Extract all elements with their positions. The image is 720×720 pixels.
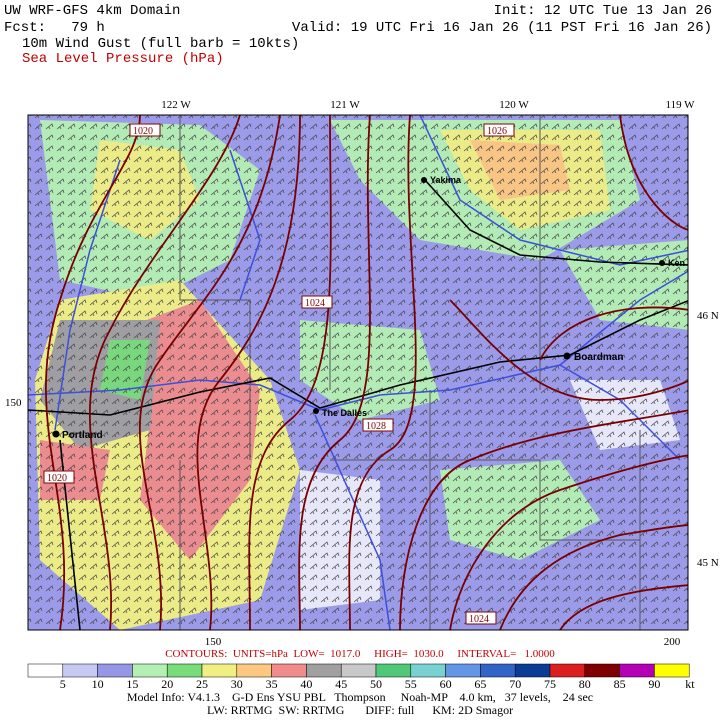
lon-label: 121 W — [330, 99, 360, 111]
contour-label: 1024 — [469, 614, 489, 625]
colorbar-label: 45 — [335, 677, 347, 691]
wind-barbs — [28, 115, 688, 630]
map-labels: 122 W 121 W 120 W 119 W 46 N 45 N 150 15… — [5, 99, 719, 648]
county-lines — [179, 115, 641, 630]
grid-label: 150 — [205, 636, 222, 648]
forecast-hour: Fcst: 79 h — [4, 20, 105, 36]
map: Yakima Ken Boardman The Dalles Portland … — [28, 115, 688, 630]
contour-label: 1024 — [305, 298, 325, 309]
colorbar-label: 60 — [440, 677, 452, 691]
contour-label: 1020 — [133, 126, 153, 137]
colorbar-box — [132, 663, 168, 678]
colorbar-box — [340, 663, 377, 678]
init-time: Init: 12 UTC Tue 13 Jan 26 — [494, 3, 712, 19]
colorbar-label: 15 — [126, 677, 138, 691]
grid-label: 150 — [5, 397, 22, 409]
colorbar-box — [584, 663, 620, 678]
city-label: Ken — [668, 258, 685, 268]
field-wind: 10m Wind Gust (full barb = 10kts) — [22, 36, 299, 52]
lon-label: 122 W — [161, 99, 191, 111]
colorbar: 5 10 15 20 25 30 35 40 45 50 55 60 65 70 75 80 85 90 kt — [27, 663, 695, 691]
contour-info: CONTOURS: UNITS=hPa LOW= 1017.0 HIGH= 10… — [165, 648, 555, 660]
lat-label: 45 N — [697, 557, 719, 569]
colorbar-box — [271, 663, 307, 678]
colorbar-label: 70 — [509, 677, 521, 691]
colorbar-label: 50 — [370, 677, 382, 691]
colorbar-box — [480, 663, 516, 678]
colorbar-box — [514, 663, 551, 678]
colorbar-label: 55 — [405, 677, 417, 691]
field-slp: Sea Level Pressure (hPa) — [22, 51, 224, 67]
colorbar-box — [654, 663, 690, 678]
colorbar-label: 30 — [231, 677, 243, 691]
city-label: Boardman — [574, 352, 623, 363]
grid-label: 200 — [664, 636, 681, 648]
colorbar-unit: kt — [685, 677, 695, 691]
colorbar-label: 20 — [161, 677, 173, 691]
colorbar-box — [201, 663, 238, 678]
colorbar-box — [375, 663, 412, 678]
lat-label: 46 N — [697, 310, 719, 322]
colorbar-box — [97, 663, 133, 678]
colorbar-box — [549, 663, 586, 678]
contour-label: 1028 — [366, 421, 386, 432]
city-label: Portland — [62, 430, 103, 441]
valid-time: Valid: 19 UTC Fri 16 Jan 26 (11 PST Fri … — [292, 20, 712, 36]
pressure-contours — [45, 115, 688, 630]
colorbar-label: 35 — [266, 677, 278, 691]
contour-labels: 1020 1026 1024 1028 1020 1024 — [43, 123, 515, 625]
colorbar-box — [62, 663, 98, 678]
city-label: The Dalles — [322, 408, 367, 418]
colorbar-box — [306, 663, 342, 678]
colorbar-box — [619, 663, 655, 678]
colorbar-label: 90 — [648, 677, 660, 691]
colorbar-box — [445, 663, 481, 678]
rivers — [28, 115, 688, 630]
title: UW WRF-GFS 4km Domain — [4, 3, 180, 19]
colorbar-label: 75 — [544, 677, 556, 691]
cities: Yakima Ken Boardman The Dalles Portland — [52, 175, 685, 441]
colorbar-label: 10 — [92, 677, 104, 691]
colorbar-label: 40 — [300, 677, 312, 691]
city-label: Yakima — [430, 175, 462, 185]
colorbar-box — [410, 663, 446, 678]
contour-label: 1020 — [47, 473, 67, 484]
contour-label: 1026 — [487, 126, 507, 137]
colorbar-box — [166, 663, 203, 678]
colorbar-label: 25 — [196, 677, 208, 691]
colorbar-label: 5 — [60, 677, 66, 691]
lon-label: 120 W — [499, 99, 529, 111]
model-info: Model Info: V4.1.3 G-D Ens YSU PBL Thomp… — [127, 690, 593, 704]
colorbar-label: 85 — [614, 677, 626, 691]
lon-label: 119 W — [665, 99, 695, 111]
map-frame — [27, 114, 689, 631]
colorbar-label: 80 — [579, 677, 591, 691]
colorbar-box — [27, 663, 64, 678]
physics-info: LW: RRTMG SW: RRTMG DIFF: full KM: 2D Sm… — [207, 703, 513, 717]
colorbar-box — [236, 663, 272, 678]
colorbar-label: 65 — [474, 677, 486, 691]
